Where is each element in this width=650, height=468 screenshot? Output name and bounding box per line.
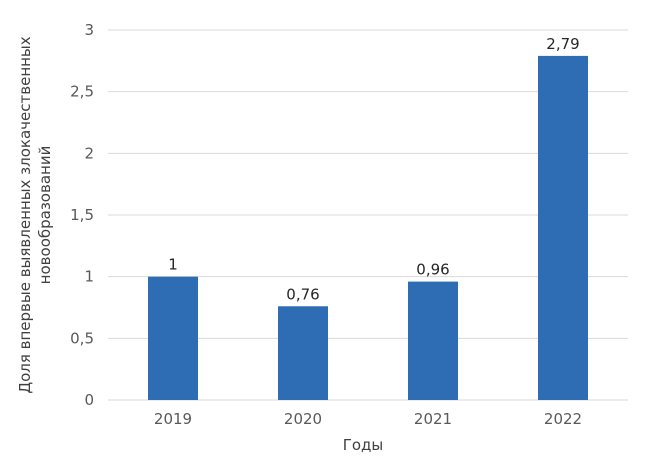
y-tick-label: 3 [84,21,94,39]
x-axis-title: Годы [343,436,384,454]
data-labels: 1 0,76 0,96 2,79 [168,35,579,303]
y-axis-title: Доля впервые выявленных злокачественных … [16,36,54,393]
y-tick-label: 0 [84,391,94,409]
y-tick-label: 2,5 [70,83,94,101]
y-tick-label: 2 [84,144,94,162]
y-axis-title-line-1: Доля впервые выявленных злокачественных [16,36,34,393]
bar-2022 [538,55,588,401]
y-tick-label: 0,5 [70,329,94,347]
bar-2019 [148,276,198,400]
bars [148,55,588,401]
y-tick-label: 1,5 [70,206,94,224]
data-label-2020: 0,76 [286,285,319,303]
x-tick-label: 2019 [154,410,192,428]
x-axis-ticks: 2019 2020 2021 2022 [154,410,582,428]
bar-2020 [278,306,328,400]
x-tick-label: 2020 [284,410,322,428]
data-label-2021: 0,96 [416,261,449,279]
data-label-2019: 1 [168,256,178,274]
data-label-2022: 2,79 [546,35,579,53]
bar-2021 [408,281,458,400]
x-tick-label: 2022 [544,410,582,428]
x-tick-label: 2021 [414,410,452,428]
y-axis-title-line-2: новообразований [36,146,54,285]
y-tick-label: 1 [84,268,94,286]
y-axis-ticks: 0 0,5 1 1,5 2 2,5 3 [70,21,94,409]
